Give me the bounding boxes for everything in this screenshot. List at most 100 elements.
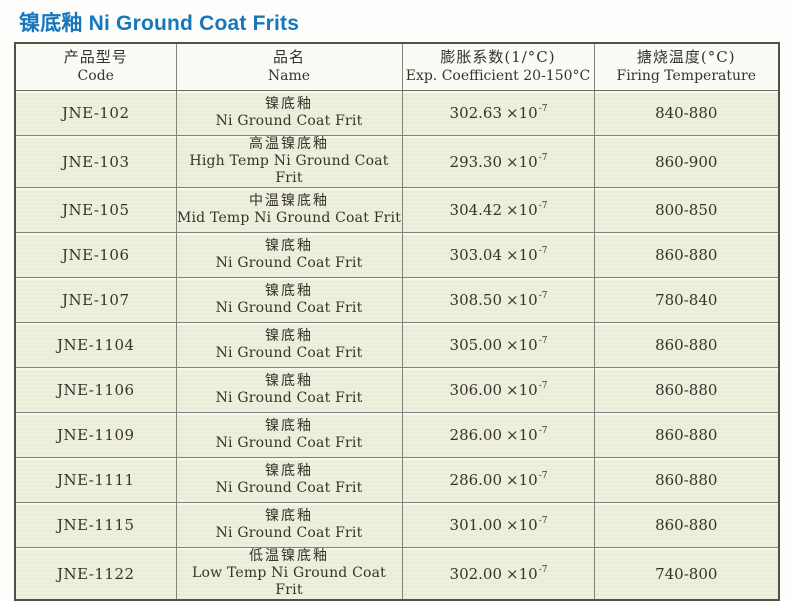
name-en: Ni Ground Coat Frit: [215, 113, 363, 129]
page-title: 镍底釉 Ni Ground Coat Frits: [19, 7, 299, 37]
exp-exponent: -7: [538, 291, 548, 301]
name-en: High Temp Ni Ground Coat Frit: [189, 153, 389, 186]
code-cell: JNE-103: [14, 135, 177, 188]
name-en: Mid Temp Ni Ground Coat Frit: [176, 210, 402, 226]
code-cell: JNE-1106: [14, 367, 177, 413]
exp-coefficient-cell: 304.42 ×10-7: [401, 187, 595, 233]
name-en: Ni Ground Coat Frit: [215, 525, 363, 541]
firing-temp-cell: 860-880: [593, 502, 780, 548]
col-header-name-en: Name: [267, 68, 311, 84]
code-cell: JNE-1109: [14, 412, 177, 458]
exp-exponent: -7: [538, 564, 548, 575]
col-header-name-cn: 品名: [272, 48, 305, 66]
col-header-exp-coefficient: 膨胀系数(1/°C) Exp. Coefficient 20-150°C: [401, 42, 595, 91]
exp-coefficient-cell: 305.00 ×10-7: [401, 322, 595, 368]
name-cell: 低温镍底釉 Low Temp Ni Ground Coat Frit: [175, 547, 403, 601]
firing-temp-cell: 840-880: [593, 90, 780, 136]
name-cn: 高温镍底釉: [249, 136, 329, 152]
firing-temp-cell: 860-900: [593, 135, 780, 188]
table-row: JNE-1111 镍底釉 Ni Ground Coat Frit 286.00 ×…: [14, 457, 780, 503]
name-cell: 镍底釉 Ni Ground Coat Frit: [175, 367, 403, 413]
code-cell: JNE-102: [14, 90, 177, 136]
name-cn: 镍底釉: [265, 283, 313, 299]
col-header-firing-temp: 搪烧温度(°C) Firing Temperature: [593, 42, 780, 91]
times-ten: ×10: [506, 426, 538, 444]
name-cell: 镍底釉 Ni Ground Coat Frit: [175, 502, 403, 548]
exp-exponent: -7: [538, 471, 548, 481]
name-cell: 镍底釉 Ni Ground Coat Frit: [175, 322, 403, 368]
table-row: JNE-105 中温镍底釉 Mid Temp Ni Ground Coat Fr…: [14, 187, 780, 233]
col-header-temp-en: Firing Temperature: [616, 68, 756, 84]
exp-exponent: -7: [538, 104, 548, 114]
name-cell: 高温镍底釉 High Temp Ni Ground Coat Frit: [175, 135, 403, 188]
name-cn: 镍底釉: [265, 508, 313, 524]
name-cn: 镍底釉: [265, 373, 313, 389]
col-header-code-cn: 产品型号: [63, 48, 128, 66]
name-cell: 镍底釉 Ni Ground Coat Frit: [175, 457, 403, 503]
times-ten: ×10: [506, 564, 538, 583]
name-cell: 中温镍底釉 Mid Temp Ni Ground Coat Frit: [175, 187, 403, 233]
table-body: JNE-102 镍底釉 Ni Ground Coat Frit 302.63 ×1…: [14, 90, 780, 601]
name-en: Ni Ground Coat Frit: [215, 300, 363, 316]
times-ten: ×10: [506, 291, 538, 309]
table-row: JNE-1104 镍底釉 Ni Ground Coat Frit 305.00 ×…: [14, 322, 780, 368]
exp-coefficient-cell: 308.50 ×10-7: [401, 277, 595, 323]
exp-coefficient-cell: 301.00 ×10-7: [401, 502, 595, 548]
times-ten: ×10: [506, 471, 538, 489]
name-cell: 镍底釉 Ni Ground Coat Frit: [175, 412, 403, 458]
table-row: JNE-1109 镍底釉 Ni Ground Coat Frit 286.00 ×…: [14, 412, 780, 458]
page-title-en: Ni Ground Coat Frits: [88, 12, 300, 35]
col-header-code-en: Code: [77, 68, 114, 84]
exp-mantissa: 305.00: [449, 336, 503, 354]
name-cn: 低温镍底釉: [249, 548, 329, 564]
name-cn: 中温镍底釉: [249, 193, 329, 209]
code-cell: JNE-105: [14, 187, 177, 233]
exp-mantissa: 293.30: [449, 152, 503, 171]
times-ten: ×10: [506, 104, 538, 122]
name-cn: 镍底釉: [265, 328, 313, 344]
times-ten: ×10: [506, 246, 538, 264]
exp-mantissa: 302.63: [449, 104, 503, 122]
name-en: Ni Ground Coat Frit: [215, 255, 363, 271]
exp-coefficient-cell: 286.00 ×10-7: [401, 412, 595, 458]
exp-mantissa: 301.00: [449, 516, 503, 534]
header-row: 产品型号 Code 品名 Name 膨胀系数(1/°C) Exp. Coeffi…: [14, 42, 780, 91]
exp-mantissa: 304.42: [449, 201, 503, 219]
times-ten: ×10: [506, 152, 538, 171]
firing-temp-cell: 740-800: [593, 547, 780, 601]
code-cell: JNE-106: [14, 232, 177, 278]
name-cell: 镍底釉 Ni Ground Coat Frit: [175, 90, 403, 136]
exp-coefficient-cell: 302.00 ×10-7: [401, 547, 595, 601]
code-cell: JNE-1104: [14, 322, 177, 368]
name-en: Ni Ground Coat Frit: [215, 480, 363, 496]
times-ten: ×10: [506, 516, 538, 534]
exp-exponent: -7: [538, 201, 548, 211]
name-cn: 镍底釉: [265, 463, 313, 479]
exp-mantissa: 303.04: [449, 246, 503, 264]
exp-coefficient-cell: 286.00 ×10-7: [401, 457, 595, 503]
col-header-exp-cn: 膨胀系数(1/°C): [440, 48, 556, 66]
exp-exponent: -7: [538, 152, 548, 163]
exp-coefficient-cell: 306.00 ×10-7: [401, 367, 595, 413]
page-title-cn: 镍底釉: [19, 12, 83, 35]
table-row: JNE-1122 低温镍底釉 Low Temp Ni Ground Coat F…: [14, 547, 780, 601]
times-ten: ×10: [506, 336, 538, 354]
code-cell: JNE-107: [14, 277, 177, 323]
firing-temp-cell: 860-880: [593, 412, 780, 458]
exp-exponent: -7: [538, 516, 548, 526]
exp-mantissa: 302.00: [449, 564, 503, 583]
exp-exponent: -7: [538, 246, 548, 256]
col-header-temp-cn: 搪烧温度(°C): [636, 48, 736, 66]
name-cn: 镍底釉: [265, 238, 313, 254]
name-en: Ni Ground Coat Frit: [215, 345, 363, 361]
exp-mantissa: 306.00: [449, 381, 503, 399]
times-ten: ×10: [506, 201, 538, 219]
name-en: Low Temp Ni Ground Coat Frit: [191, 565, 387, 598]
firing-temp-cell: 860-880: [593, 232, 780, 278]
table-row: JNE-107 镍底釉 Ni Ground Coat Frit 308.50 ×1…: [14, 277, 780, 323]
name-en: Ni Ground Coat Frit: [215, 435, 363, 451]
firing-temp-cell: 860-880: [593, 367, 780, 413]
firing-temp-cell: 860-880: [593, 322, 780, 368]
firing-temp-cell: 800-850: [593, 187, 780, 233]
